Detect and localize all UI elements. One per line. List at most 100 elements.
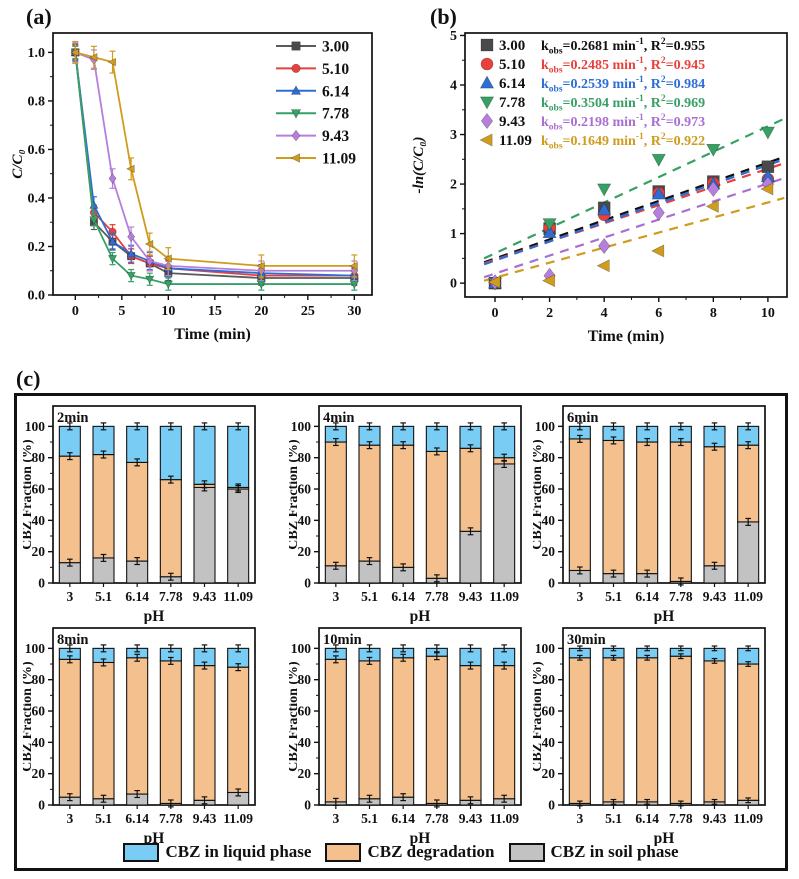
svg-text:5.1: 5.1 [605,589,622,604]
svg-text:60: 60 [32,704,46,719]
svg-text:80: 80 [542,672,556,687]
svg-text:CBZ Fraction (%): CBZ Fraction (%) [23,439,35,550]
svg-text:3: 3 [576,811,583,826]
svg-text:40: 40 [542,735,556,750]
svg-text:2: 2 [450,178,457,193]
svg-text:pH: pH [410,608,431,624]
svg-text:11.09: 11.09 [489,589,519,604]
svg-text:CBZ Fraction (%): CBZ Fraction (%) [23,661,35,772]
legend-swatch [508,842,545,862]
bar-7.78 [669,645,692,807]
bar-6.14 [392,422,415,584]
bar-chart-10min: 0 20 40 60 80 100 3 5.1 6.14 7.78 9.43 11.09 pH CBZ F… [286,620,541,847]
svg-text:6.14: 6.14 [635,811,659,826]
svg-text:10: 10 [161,304,175,319]
bar-9.43 [459,422,482,584]
points-7.78 [487,126,776,291]
bar-3 [324,644,347,806]
svg-text:80: 80 [32,672,46,687]
svg-text:80: 80 [298,672,312,687]
svg-text:kobs=0.2485 min-1, R2=0.945: kobs=0.2485 min-1, R2=0.945 [541,56,705,76]
svg-text:6.14: 6.14 [125,811,149,826]
svg-text:2: 2 [546,306,553,321]
svg-text:0.8: 0.8 [28,94,46,109]
bar-3 [58,644,81,806]
svg-text:7.78: 7.78 [322,106,349,123]
svg-text:0: 0 [38,576,45,591]
svg-text:pH: pH [654,608,675,624]
svg-text:5.1: 5.1 [361,811,378,826]
panel-c-label: (c) [16,366,41,391]
svg-text:7.78: 7.78 [159,589,183,604]
svg-text:0: 0 [304,576,311,591]
svg-text:80: 80 [542,450,556,465]
svg-text:11.09: 11.09 [322,151,356,168]
series-6.14 [483,158,785,266]
series-7.78 [483,117,785,260]
svg-text:7.78: 7.78 [425,811,449,826]
svg-text:20: 20 [542,766,556,781]
svg-text:30: 30 [347,304,361,319]
bar-9.43 [193,422,216,584]
panel-b-chart: 0 1 2 3 4 5 0 2 4 6 8 10 Time (min) -ln(C/C₀) 3.00 kobs… [400,15,798,350]
svg-text:20: 20 [32,544,46,559]
svg-text:CBZ Fraction (%): CBZ Fraction (%) [289,439,301,550]
legend-label: CBZ degradation [367,842,495,861]
svg-text:2min: 2min [57,410,88,426]
legend-swatch [325,842,362,862]
svg-text:CBZ Fraction (%): CBZ Fraction (%) [533,439,545,550]
bar-6.14 [126,422,149,584]
svg-text:3: 3 [576,589,583,604]
legend: 3.00 kobs=0.2681 min-1, R2=0.955 5.10 kobs=… [479,37,705,152]
bar-chart-svg: 0 20 40 60 80 100 3 5.1 6.14 7.78 9.43 11.09 pH CBZ F… [20,405,256,625]
bar-3 [568,645,591,807]
bar-11.09 [493,644,516,806]
bar-7.78 [425,422,448,584]
svg-text:9.43: 9.43 [322,128,349,145]
bar-chart-svg: 0 20 40 60 80 100 3 5.1 6.14 7.78 9.43 11.09 pH CBZ F… [286,405,522,625]
bar-3 [324,422,347,584]
svg-text:40: 40 [542,513,556,528]
svg-text:kobs=0.2198 min-1, R2=0.973: kobs=0.2198 min-1, R2=0.973 [541,113,705,133]
svg-text:100: 100 [535,641,556,656]
plot-frame [318,405,522,584]
bar-chart-svg: 0 20 40 60 80 100 3 5.1 6.14 7.78 9.43 11.09 pH CBZ F… [530,627,766,847]
svg-text:Time (min): Time (min) [588,328,665,345]
svg-text:20: 20 [32,766,46,781]
svg-text:20: 20 [298,766,312,781]
svg-text:10min: 10min [323,632,362,648]
svg-text:6: 6 [655,306,662,321]
panel-a-label: (a) [26,4,52,29]
svg-text:7.78: 7.78 [159,811,183,826]
svg-text:1.0: 1.0 [28,46,46,61]
bar-7.78 [425,644,448,808]
bar-legend: CBZ in liquid phase CBZ degradation CBZ in… [17,842,785,862]
svg-text:60: 60 [32,482,46,497]
svg-text:100: 100 [535,419,556,434]
bar-11.09 [493,422,516,584]
svg-text:0.2: 0.2 [28,240,46,255]
legend-label: CBZ in liquid phase [165,842,312,861]
svg-text:3: 3 [66,589,73,604]
series-9.43 [483,177,785,279]
bar-9.43 [703,422,726,584]
bar-chart-2min: 0 20 40 60 80 100 3 5.1 6.14 7.78 9.43 11.09 pH CBZ F… [20,398,275,625]
series-3.00 [71,44,359,286]
svg-text:3: 3 [332,811,339,826]
svg-text:5: 5 [450,29,457,44]
points-11.09 [487,182,774,289]
bar-9.43 [459,644,482,806]
legend-item: CBZ in liquid phase [123,842,311,862]
bar-chart-8min: 0 20 40 60 80 100 3 5.1 6.14 7.78 9.43 11.09 pH CBZ F… [20,620,275,847]
bar-7.78 [159,644,182,808]
bar-11.09 [227,644,250,806]
svg-text:5.1: 5.1 [361,589,378,604]
svg-text:0: 0 [548,576,555,591]
svg-text:kobs=0.2539 min-1, R2=0.984: kobs=0.2539 min-1, R2=0.984 [541,75,705,95]
svg-text:9.43: 9.43 [193,589,217,604]
svg-text:0.6: 0.6 [28,143,46,158]
svg-text:7.78: 7.78 [669,589,693,604]
svg-text:11.09: 11.09 [499,133,532,149]
series-11.09 [483,196,785,282]
svg-text:Time (min): Time (min) [174,326,251,343]
